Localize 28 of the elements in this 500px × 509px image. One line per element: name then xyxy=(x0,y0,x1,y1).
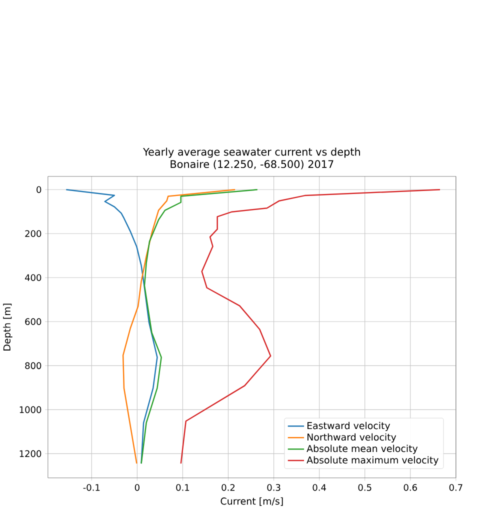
y-tick-label: 800 xyxy=(25,362,42,370)
chart-subtitle: Bonaire (12.250, -68.500) 2017 xyxy=(170,160,334,170)
legend-label: Absolute mean velocity xyxy=(306,444,418,454)
y-tick-label: 1000 xyxy=(20,406,42,414)
x-tick-label: -0.1 xyxy=(83,484,100,491)
line-series xyxy=(180,188,441,464)
legend-label: Eastward velocity xyxy=(307,422,390,432)
x-tick-label: 0.7 xyxy=(449,484,462,491)
y-tick-label: 400 xyxy=(24,274,42,282)
legend-label: Absolute maximum velocity xyxy=(306,456,438,466)
x-tick-label: 0.2 xyxy=(222,484,234,491)
x-tick-label: 0.6 xyxy=(404,484,417,491)
x-tick-label: 0.4 xyxy=(312,484,326,491)
y-tick-label: 0 xyxy=(36,186,42,194)
line-series xyxy=(65,188,158,464)
y-tick-label: 600 xyxy=(25,318,42,326)
x-axis-title: Current [m/s] xyxy=(220,497,283,506)
legend-label: Northward velocity xyxy=(307,433,396,442)
x-tick-label: 0.3 xyxy=(267,484,280,491)
x-tick-label: 0.5 xyxy=(358,484,372,491)
line-series xyxy=(122,188,236,464)
x-tick-label: 0.1 xyxy=(176,484,189,491)
chart-title: Yearly average seawater current vs depth xyxy=(142,148,360,158)
x-tick-label: 0 xyxy=(134,484,140,491)
y-axis-title: Depth [m] xyxy=(3,304,12,350)
line-series xyxy=(140,188,258,464)
y-tick-label: 200 xyxy=(25,230,42,238)
y-tick-label: 1200 xyxy=(20,450,42,458)
